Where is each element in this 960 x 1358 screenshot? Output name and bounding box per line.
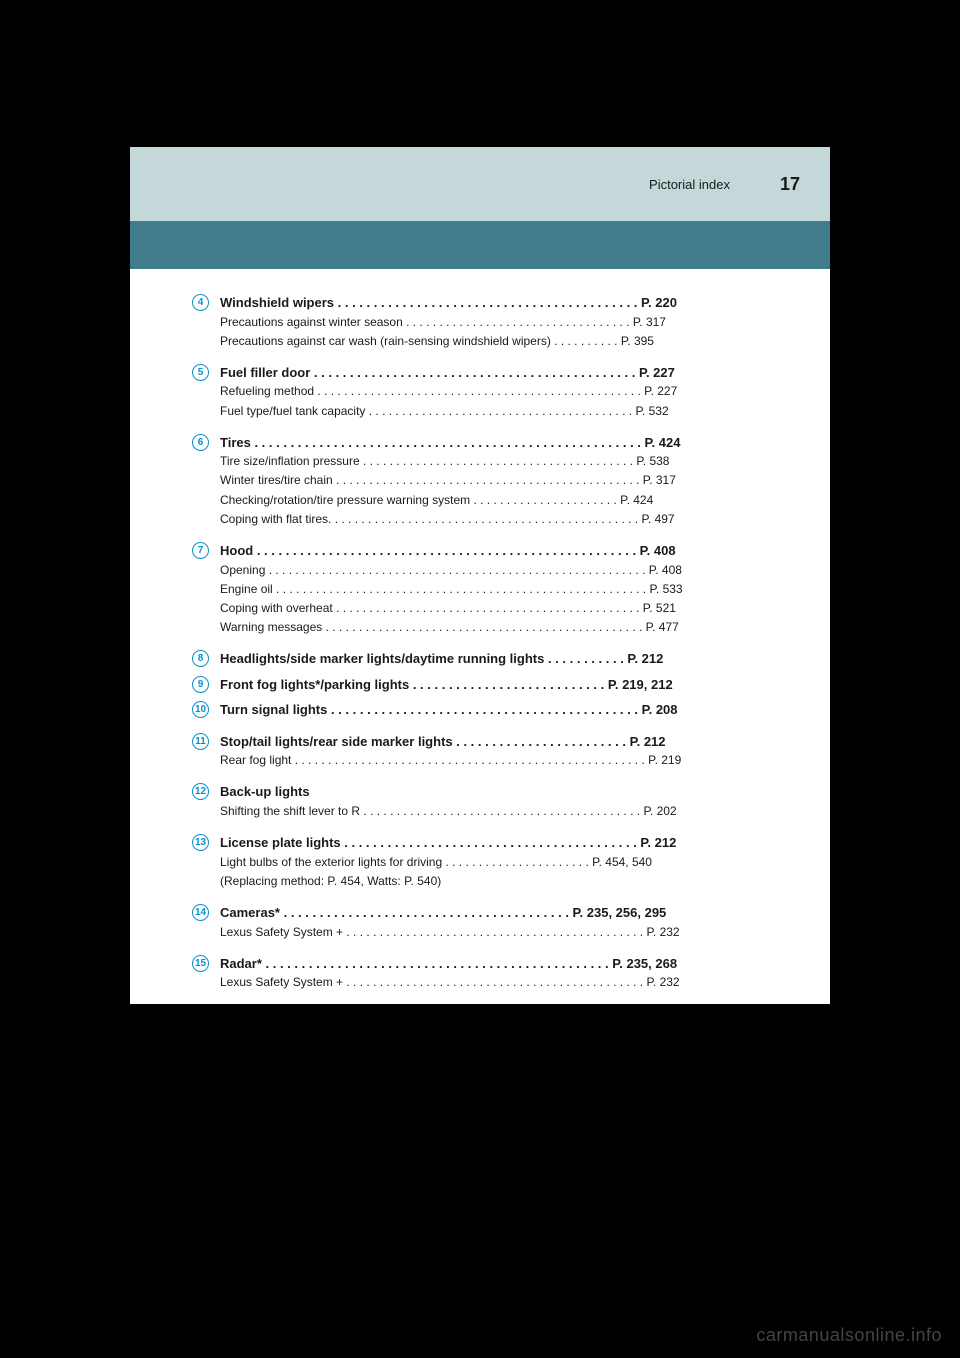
entry-title: Hood . . . . . . . . . . . . . . . . . .… (220, 541, 790, 561)
header-bar-dark (130, 221, 830, 269)
entry-title: Fuel filler door . . . . . . . . . . . .… (220, 363, 790, 383)
page-number: 17 (780, 174, 800, 195)
content-area: 4 Windshield wipers . . . . . . . . . . .… (130, 269, 830, 1004)
index-entry: 6Tires . . . . . . . . . . . . . . . . .… (220, 433, 790, 529)
entry-subline: Light bulbs of the exterior lights for d… (220, 853, 790, 872)
document-page: Pictorial index 17 4 Windshield wipers . … (130, 147, 830, 1004)
entry-subline: Rear fog light . . . . . . . . . . . . .… (220, 751, 790, 770)
entry-title: Radar* . . . . . . . . . . . . . . . . .… (220, 954, 790, 974)
entry-title: Headlights/side marker lights/daytime ru… (220, 649, 790, 669)
entry-title: Turn signal lights . . . . . . . . . . .… (220, 700, 790, 720)
entry-subline: Coping with overheat . . . . . . . . . .… (220, 599, 790, 618)
number-bullet-icon: 11 (192, 733, 209, 750)
header-bar-light: Pictorial index 17 (130, 147, 830, 221)
number-bullet-icon: 14 (192, 904, 209, 921)
entry-title: License plate lights . . . . . . . . . .… (220, 833, 790, 853)
index-entry: 5Fuel filler door . . . . . . . . . . . … (220, 363, 790, 421)
number-bullet-icon: 6 (192, 434, 209, 451)
entry-title: Tires . . . . . . . . . . . . . . . . . … (220, 433, 790, 453)
entry-subline: Precautions against winter season . . . … (220, 313, 790, 332)
number-bullet-icon: 5 (192, 364, 209, 381)
number-bullet-icon: 12 (192, 783, 209, 800)
number-bullet-icon: 15 (192, 955, 209, 972)
number-bullet-icon: 10 (192, 701, 209, 718)
index-entry: 7Hood . . . . . . . . . . . . . . . . . … (220, 541, 790, 637)
entry-subline: Shifting the shift lever to R . . . . . … (220, 802, 790, 821)
entry-subline: Lexus Safety System + . . . . . . . . . … (220, 923, 790, 942)
entry-title: Back-up lights (220, 782, 790, 802)
index-entry: 10Turn signal lights . . . . . . . . . .… (220, 700, 790, 720)
entry-subline: Lexus Safety System + . . . . . . . . . … (220, 973, 790, 992)
entry-subline: Coping with flat tires. . . . . . . . . … (220, 510, 790, 529)
number-bullet-icon: 13 (192, 834, 209, 851)
entry-title: Front fog lights*/parking lights . . . .… (220, 675, 790, 695)
number-bullet-icon: 7 (192, 542, 209, 559)
entry-subline: Tire size/inflation pressure . . . . . .… (220, 452, 790, 471)
index-entry: 12Back-up lightsShifting the shift lever… (220, 782, 790, 821)
footer-watermark: carmanualsonline.info (756, 1325, 942, 1346)
index-entry: 13License plate lights . . . . . . . . .… (220, 833, 790, 891)
index-entry: 11Stop/tail lights/rear side marker ligh… (220, 732, 790, 771)
entry-subline: Checking/rotation/tire pressure warning … (220, 491, 790, 510)
entry-subline: Warning messages . . . . . . . . . . . .… (220, 618, 790, 637)
entry-subline: Winter tires/tire chain . . . . . . . . … (220, 471, 790, 490)
entry-subline: Fuel type/fuel tank capacity . . . . . .… (220, 402, 790, 421)
index-entry: 9Front fog lights*/parking lights . . . … (220, 675, 790, 695)
entry-subline: Opening . . . . . . . . . . . . . . . . … (220, 561, 790, 580)
entry-title: Windshield wipers . . . . . . . . . . . … (220, 293, 790, 313)
index-entry: 4Windshield wipers . . . . . . . . . . .… (220, 293, 790, 351)
entry-subline: (Replacing method: P. 454, Watts: P. 540… (220, 872, 790, 891)
number-bullet-icon: 9 (192, 676, 209, 693)
section-title: Pictorial index (649, 177, 730, 192)
entry-title: Stop/tail lights/rear side marker lights… (220, 732, 790, 752)
index-entry: 15Radar* . . . . . . . . . . . . . . . .… (220, 954, 790, 993)
index-entry: 8Headlights/side marker lights/daytime r… (220, 649, 790, 669)
number-bullet-icon: 4 (192, 294, 209, 311)
index-entry: 14Cameras* . . . . . . . . . . . . . . .… (220, 903, 790, 942)
entry-title: Cameras* . . . . . . . . . . . . . . . .… (220, 903, 790, 923)
number-bullet-icon: 8 (192, 650, 209, 667)
entry-subline: Precautions against car wash (rain-sensi… (220, 332, 790, 351)
entry-subline: Refueling method . . . . . . . . . . . .… (220, 382, 790, 401)
entry-subline: Engine oil . . . . . . . . . . . . . . .… (220, 580, 790, 599)
